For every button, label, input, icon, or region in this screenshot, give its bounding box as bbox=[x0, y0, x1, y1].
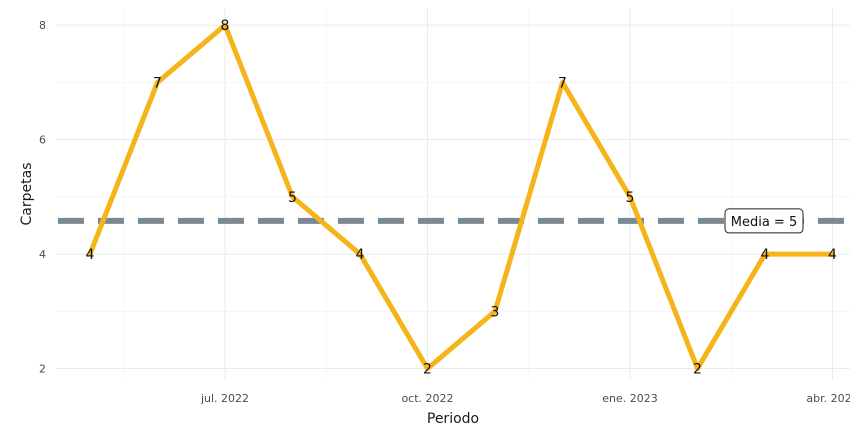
mean-label: Media = 5 bbox=[724, 208, 804, 234]
mean-label-box bbox=[724, 208, 804, 234]
data-point-label: 4 bbox=[828, 247, 837, 263]
data-point-label: 3 bbox=[491, 304, 500, 320]
y-tick-label: 8 bbox=[39, 19, 46, 32]
y-tick-label: 6 bbox=[39, 134, 46, 147]
y-tick-label: 4 bbox=[39, 248, 46, 261]
series-line bbox=[87, 22, 835, 372]
x-axis-ticks: jul. 2022 oct. 2022 ene. 2023 abr. 2023 bbox=[200, 392, 850, 405]
grid-layer bbox=[56, 8, 850, 380]
data-point-label: 7 bbox=[558, 75, 567, 91]
data-point-label: 2 bbox=[693, 362, 702, 378]
x-axis-title: Periodo bbox=[427, 411, 479, 427]
data-point-label: 7 bbox=[153, 75, 162, 91]
y-axis-title: Carpetas bbox=[19, 163, 35, 226]
data-point-label: 4 bbox=[86, 247, 95, 263]
x-tick-label: ene. 2023 bbox=[602, 392, 658, 405]
x-tick-label: oct. 2022 bbox=[401, 392, 453, 405]
data-point-label: 8 bbox=[221, 18, 230, 34]
data-point-label: 2 bbox=[423, 362, 432, 378]
x-tick-label: jul. 2022 bbox=[200, 392, 249, 405]
data-point-label: 5 bbox=[626, 190, 635, 206]
y-tick-label: 2 bbox=[39, 363, 46, 376]
data-point-label: 4 bbox=[761, 247, 770, 263]
mean-label-text: Media = 5 bbox=[731, 215, 797, 230]
data-point-label: 4 bbox=[356, 247, 365, 263]
data-point-label: 5 bbox=[288, 190, 297, 206]
point-labels: 4 7 8 5 4 2 3 7 5 2 4 4 bbox=[86, 18, 838, 377]
x-tick-label: abr. 2023 bbox=[806, 392, 850, 405]
y-axis-ticks: 2 4 6 8 bbox=[39, 19, 46, 375]
